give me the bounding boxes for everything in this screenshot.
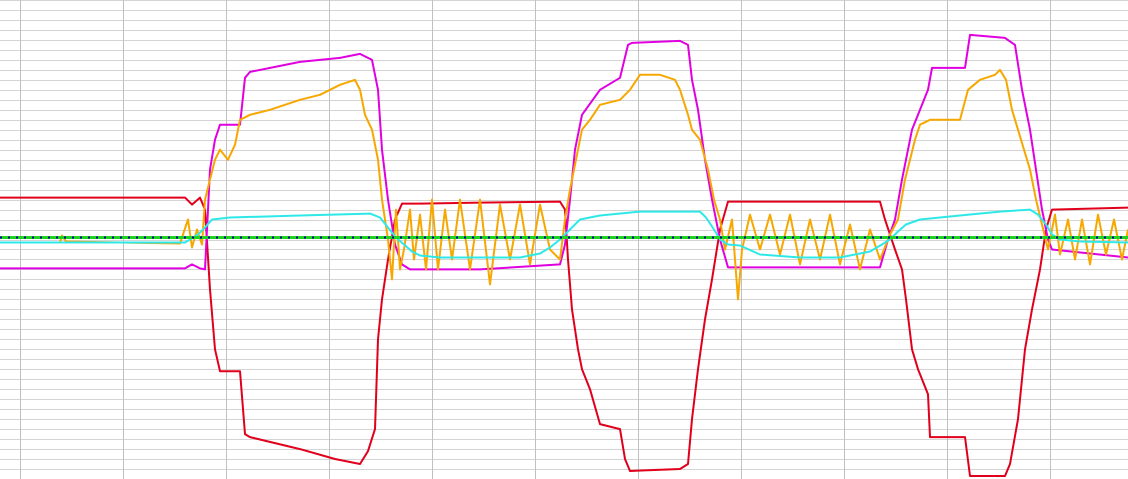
series-group [0, 33, 1128, 477]
series-line-1 [0, 196, 1128, 477]
series-line-2 [0, 33, 1128, 271]
series-line-3 [0, 68, 1128, 301]
series-line-4 [0, 208, 1128, 259]
